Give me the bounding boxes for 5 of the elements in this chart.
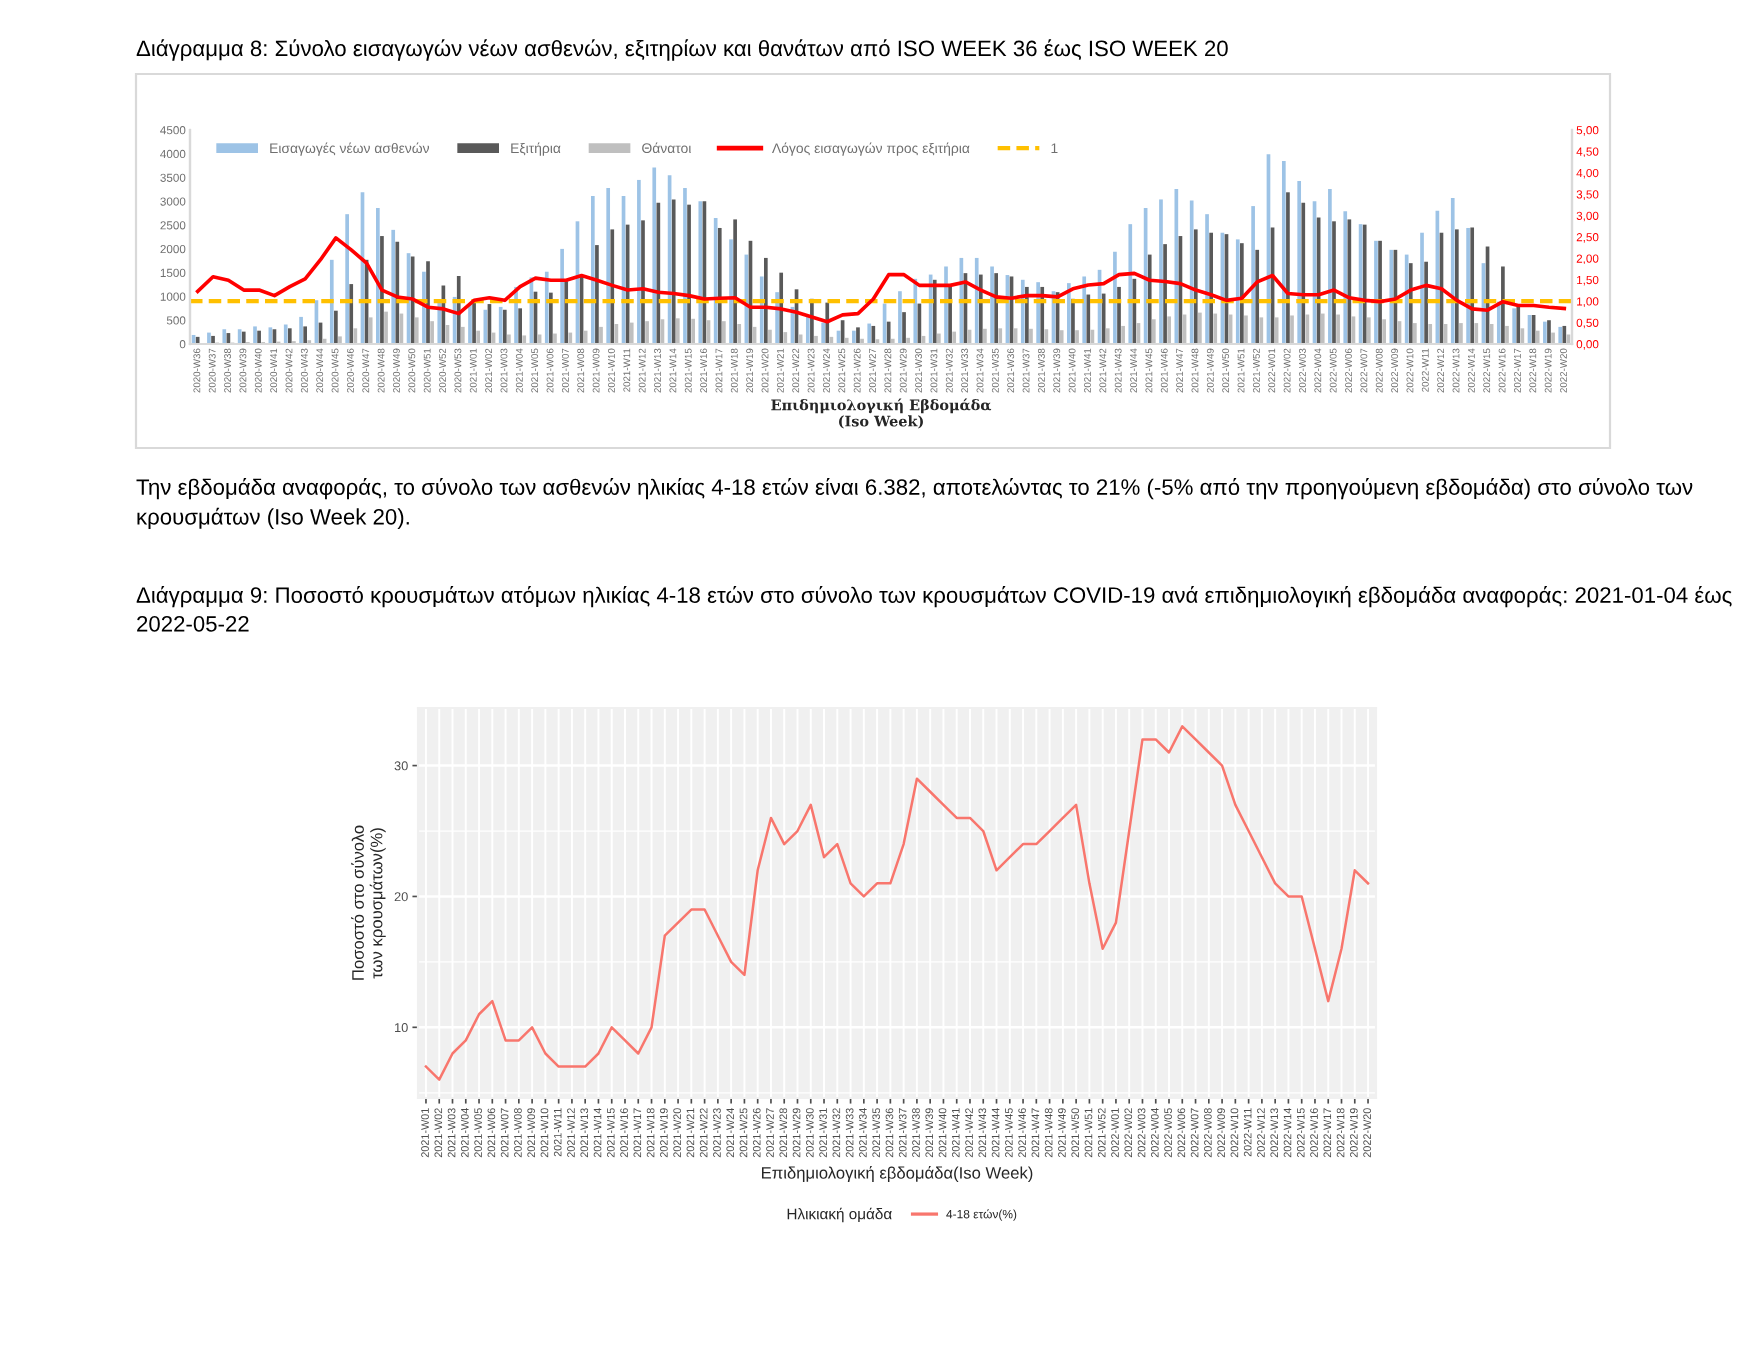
x-axis-title: Επιδημιολογική εβδομάδα(Iso Week) <box>762 1166 1033 1183</box>
y-axis-title: Ποσοστό στο σύνολο των κρουσμάτων(%) <box>351 825 386 980</box>
text: Την εβδομάδα αναφοράς, το σύνολο των ασθενών ηλικίας 4-18 ετών είναι 6.382, αποτελώντας το 21% (-5% από την προηγούμενη εβδομάδα) στο σύνολο των κρουσμάτων (Iso Week 20). <box>136 478 1693 530</box>
chart-title: Διάγραμμα 8: Σύνολο εισαγωγών νέων ασθενών, εξιτηρίων και θανάτων από ISO WEEK 36 έως ISO WEEK 20 <box>136 39 1228 61</box>
chart-title: Διάγραμμα 9: Ποσοστό κρουσμάτων ατόμων ηλικίας 4-18 ετών στο σύνολο των κρουσμάτων COVID-19 ανά επιδημιολογική εβδομάδα αναφοράς: 2021-01-04 έως 2022-05-22 <box>136 586 1732 632</box>
